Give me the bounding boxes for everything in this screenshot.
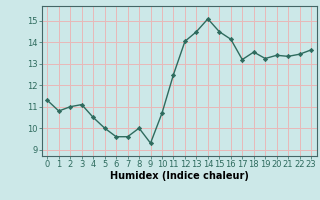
- X-axis label: Humidex (Indice chaleur): Humidex (Indice chaleur): [110, 171, 249, 181]
